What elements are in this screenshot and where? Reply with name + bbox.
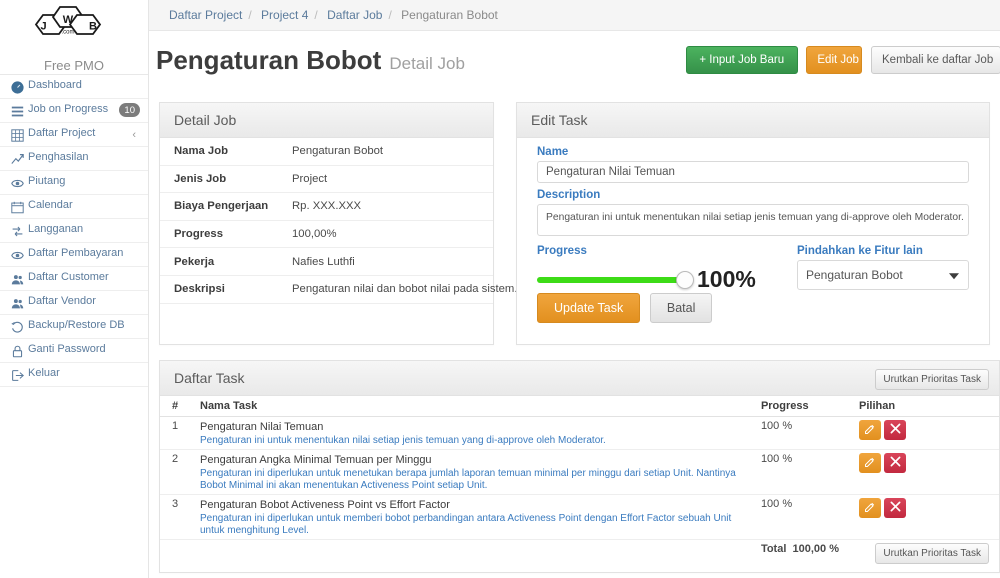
svg-text:J: J [40,21,46,33]
svg-text:W: W [63,14,74,26]
svg-text:B: B [89,21,97,33]
svg-text:.com: .com [61,30,74,36]
